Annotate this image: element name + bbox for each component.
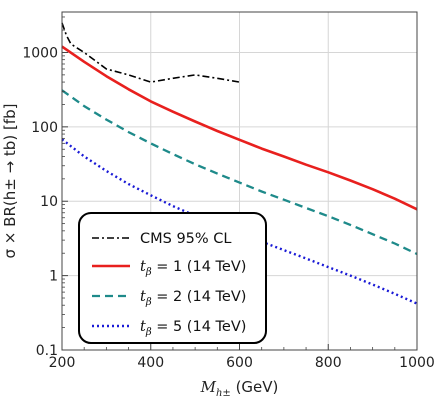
ticks: 200 400 600 800 1000 0.1 1 10 100 1000 xyxy=(22,16,435,371)
legend-label: tβ = 1 (14 TeV) xyxy=(140,259,246,278)
legend-item: tβ = 1 (14 TeV) xyxy=(92,259,246,278)
legend-box xyxy=(78,212,267,344)
x-axis-label-unit: (GeV) xyxy=(231,378,279,396)
x-tick-label: 200 xyxy=(49,355,76,371)
series-line xyxy=(61,89,418,256)
x-tick-label: 800 xyxy=(315,355,342,371)
x-tick-label: 1000 xyxy=(399,355,435,371)
x-tick-label: 400 xyxy=(137,355,164,371)
y-tick-label: 1000 xyxy=(22,45,58,61)
y-tick-label: 0.1 xyxy=(36,343,58,359)
y-tick-label: 100 xyxy=(31,120,58,136)
legend-item: tβ = 2 (14 TeV) xyxy=(92,289,246,308)
x-axis-label-sub: h± xyxy=(216,388,231,399)
legend-label: CMS 95% CL xyxy=(140,231,232,247)
series-line xyxy=(61,45,418,211)
legend-label: tβ = 5 (14 TeV) xyxy=(140,319,246,338)
x-axis-label-main: M xyxy=(200,378,217,396)
legend-label: tβ = 2 (14 TeV) xyxy=(140,289,246,308)
y-tick-label: 10 xyxy=(40,194,58,210)
x-tick-label: 600 xyxy=(226,355,253,371)
series-line xyxy=(61,22,240,83)
legend-item: CMS 95% CL xyxy=(92,231,232,247)
y-axis-label: σ × BR(h± → tb) [fb] xyxy=(1,104,19,259)
y-tick-label: 1 xyxy=(49,269,58,285)
svg-text:Mh± (GeV): Mh± (GeV) xyxy=(200,378,279,399)
x-axis-label: Mh± (GeV) xyxy=(200,378,279,399)
legend: CMS 95% CL tβ = 1 (14 TeV) tβ = 2 (14 TeV)… xyxy=(78,212,267,344)
legend-item: tβ = 5 (14 TeV) xyxy=(92,319,246,338)
